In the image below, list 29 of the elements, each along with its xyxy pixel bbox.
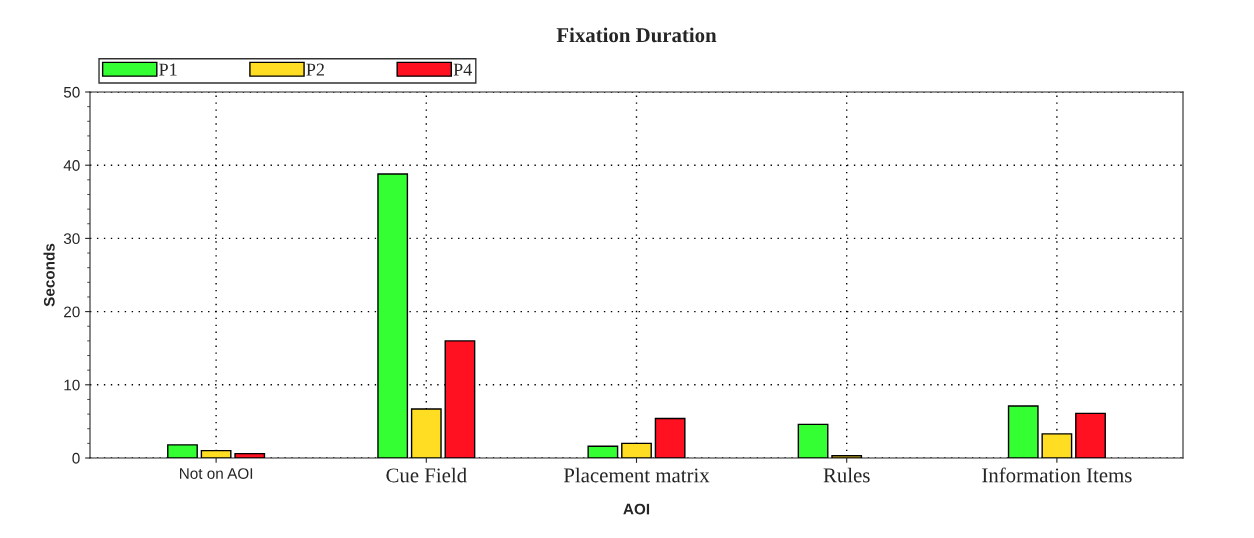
bar bbox=[654, 417, 686, 458]
bar bbox=[797, 423, 829, 458]
bar bbox=[1075, 412, 1106, 458]
bar bbox=[831, 455, 863, 458]
chart-title: Fixation Duration bbox=[556, 27, 717, 43]
x-tick-label: Information Items bbox=[982, 467, 1132, 483]
bar bbox=[200, 449, 232, 458]
y-tick-label: 40 bbox=[63, 160, 80, 171]
y-tick-label: 10 bbox=[64, 379, 80, 391]
bar bbox=[1007, 405, 1039, 458]
legend-label: P4 bbox=[453, 63, 472, 76]
y-tick-label: 50 bbox=[63, 86, 80, 98]
bar bbox=[621, 442, 652, 458]
x-tick-label: Placement matrix bbox=[563, 467, 710, 483]
legend-label: P2 bbox=[306, 63, 324, 76]
x-axis-title: AOI bbox=[623, 503, 650, 515]
x-tick-label: Not on AOI bbox=[180, 468, 253, 479]
x-tick-label: Rules bbox=[823, 467, 870, 483]
bar bbox=[1041, 433, 1073, 458]
y-tick-label: 0 bbox=[72, 452, 80, 464]
bar bbox=[167, 444, 198, 458]
legend-label: P1 bbox=[159, 63, 177, 76]
x-tick-label: Cue Field bbox=[386, 467, 467, 483]
bar bbox=[410, 408, 442, 458]
bar bbox=[587, 445, 619, 458]
y-axis-title: Seconds bbox=[43, 243, 55, 307]
y-tick-label: 20 bbox=[64, 306, 80, 318]
y-tick-label: 30 bbox=[63, 233, 80, 245]
bar bbox=[234, 452, 266, 458]
